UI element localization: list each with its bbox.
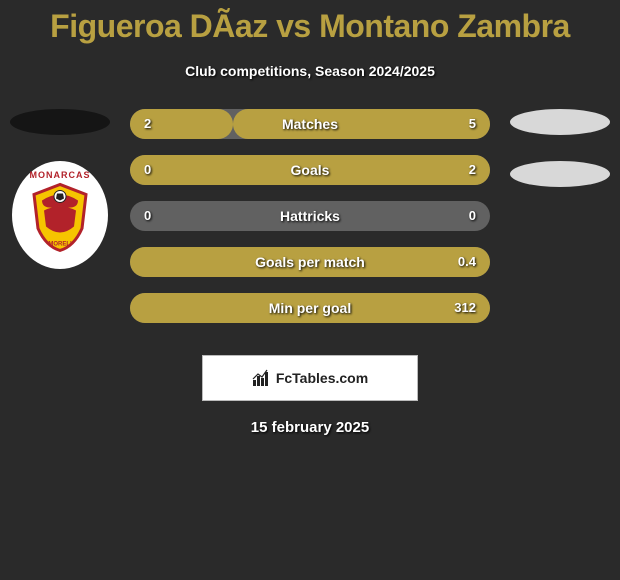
stat-label: Matches [130, 109, 490, 139]
stat-row: 25Matches [130, 109, 490, 139]
comparison-area: MONARCAS MORELI 25Matches 02Goals 00Hattri… [0, 109, 620, 339]
stat-label: Hattricks [130, 201, 490, 231]
bar-chart-icon [252, 369, 270, 387]
club-badge-left: MONARCAS MORELI [10, 161, 110, 269]
player-right-ellipse-2 [510, 161, 610, 187]
stat-row: 00Hattricks [130, 201, 490, 231]
stat-row: 02Goals [130, 155, 490, 185]
brand-text: FcTables.com [276, 370, 368, 386]
subtitle: Club competitions, Season 2024/2025 [0, 63, 620, 79]
svg-text:MORELI: MORELI [48, 241, 72, 247]
stat-label: Goals [130, 155, 490, 185]
page-title: Figueroa DÃ­az vs Montano Zambra [0, 0, 620, 45]
player-left-ellipse [10, 109, 110, 135]
date-text: 15 february 2025 [0, 419, 620, 436]
stat-label: Goals per match [130, 247, 490, 277]
stat-row: 0.4Goals per match [130, 247, 490, 277]
brand-box: FcTables.com [202, 355, 418, 401]
stat-row: 312Min per goal [130, 293, 490, 323]
player-right-ellipse-1 [510, 109, 610, 135]
stat-label: Min per goal [130, 293, 490, 323]
player-right-column [510, 109, 610, 187]
player-left-column: MONARCAS MORELI [10, 109, 110, 269]
stats-bars: 25Matches 02Goals 00Hattricks 0.4Goals per … [130, 109, 490, 339]
shield-icon: MORELI [28, 180, 92, 252]
